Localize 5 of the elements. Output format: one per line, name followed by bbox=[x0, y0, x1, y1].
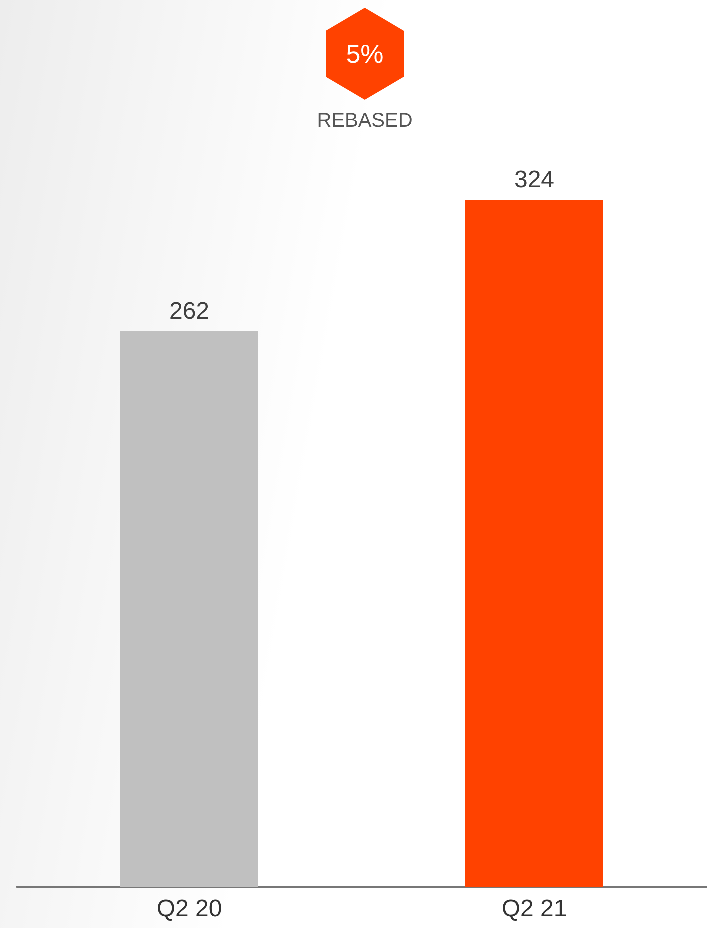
x-tick-label: Q2 21 bbox=[502, 896, 568, 922]
x-tick-label: Q2 20 bbox=[156, 896, 222, 922]
data-label: 324 bbox=[514, 166, 555, 194]
text: REBASED bbox=[316, 110, 414, 133]
data-label: 262 bbox=[169, 298, 210, 325]
